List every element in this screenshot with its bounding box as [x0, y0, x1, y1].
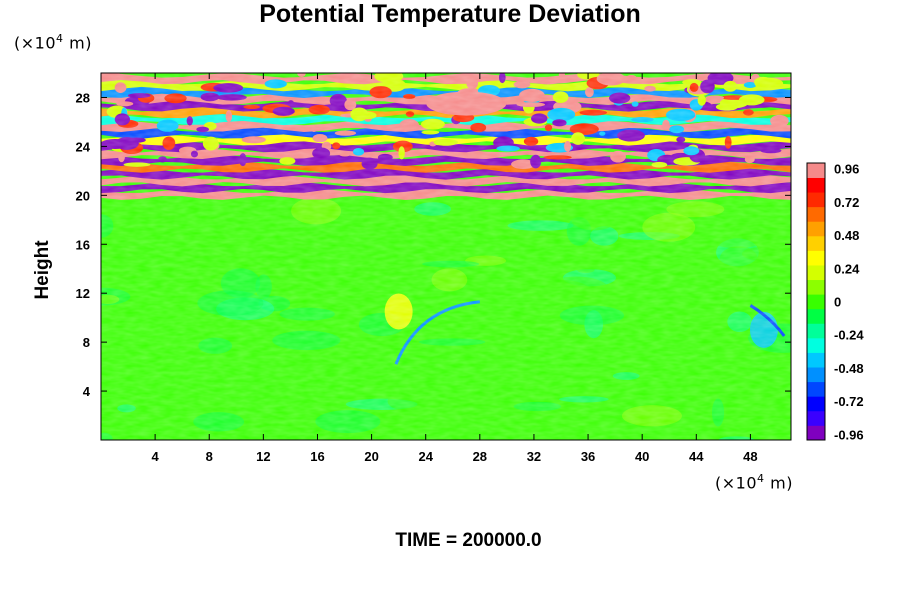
x-tick-label: 12 [256, 449, 270, 464]
heatmap-field [101, 73, 791, 440]
x-tick-label: 44 [689, 449, 704, 464]
colorbar-tick-label: -0.48 [834, 361, 864, 376]
colorbar-tick-label: -0.72 [834, 394, 864, 409]
x-tick-label: 28 [473, 449, 487, 464]
colorbar-swatch [807, 308, 825, 324]
x-tick-label: 20 [364, 449, 378, 464]
colorbar-swatch [807, 381, 825, 397]
colorbar-swatch [807, 396, 825, 412]
y-tick-label: 4 [83, 384, 91, 399]
colorbar-swatch [807, 279, 825, 295]
y-tick-label: 24 [76, 139, 91, 154]
colorbar: 0.96 0.72 0.48 0.24 0 -0.24 -0.48 -0.72 -0.96 [806, 162, 864, 442]
colorbar-tick-label: 0 [834, 295, 841, 310]
colorbar-swatch [807, 221, 825, 237]
x-tick-label: 48 [743, 449, 757, 464]
colorbar-swatch [807, 323, 825, 339]
y-tick-label: 8 [83, 335, 90, 350]
y-axis-ticks: 4 8 12 16 20 24 28 [76, 90, 791, 399]
colorbar-tick-label: -0.96 [834, 427, 864, 442]
colorbar-swatch [807, 410, 825, 426]
x-tick-label: 8 [206, 449, 213, 464]
x-tick-label: 4 [152, 449, 160, 464]
colorbar-tick-label: 0.24 [834, 261, 860, 276]
time-label: TIME = 200000.0 [395, 530, 542, 551]
y-tick-label: 16 [76, 237, 90, 252]
colorbar-swatch [807, 294, 825, 310]
colorbar-swatch [807, 352, 825, 368]
x-axis-unit: (×104 m) [715, 472, 793, 493]
colorbar-tick-label: 0.48 [834, 228, 859, 243]
colorbar-swatch [807, 265, 825, 281]
y-tick-label: 12 [76, 286, 90, 301]
x-tick-label: 36 [581, 449, 595, 464]
colorbar-tick-label: -0.24 [834, 328, 864, 343]
colorbar-tick-label: 0.72 [834, 195, 859, 210]
colorbar-tick-label: 0.96 [834, 162, 859, 177]
field-texture [101, 73, 791, 440]
y-tick-label: 28 [76, 90, 90, 105]
y-axis-unit: (×104 m) [14, 32, 92, 53]
chart-title: Potential Temperature Deviation [259, 0, 641, 28]
colorbar-swatch [807, 367, 825, 383]
x-tick-label: 16 [310, 449, 324, 464]
colorbar-swatch [807, 337, 825, 353]
colorbar-swatch [807, 163, 825, 178]
colorbar-swatch [807, 177, 825, 193]
colorbar-swatch [807, 235, 825, 251]
colorbar-swatch [807, 250, 825, 266]
x-tick-label: 24 [418, 449, 433, 464]
x-axis-ticks: 4 8 12 16 20 24 28 32 36 40 44 48 [152, 73, 758, 464]
colorbar-swatch [807, 206, 825, 222]
x-tick-label: 32 [527, 449, 541, 464]
plot-frame [100, 72, 792, 441]
colorbar-frame [806, 162, 826, 441]
colorbar-swatch [807, 425, 825, 441]
colorbar-swatch [807, 192, 825, 208]
x-tick-label: 40 [635, 449, 649, 464]
y-tick-label: 20 [76, 188, 90, 203]
